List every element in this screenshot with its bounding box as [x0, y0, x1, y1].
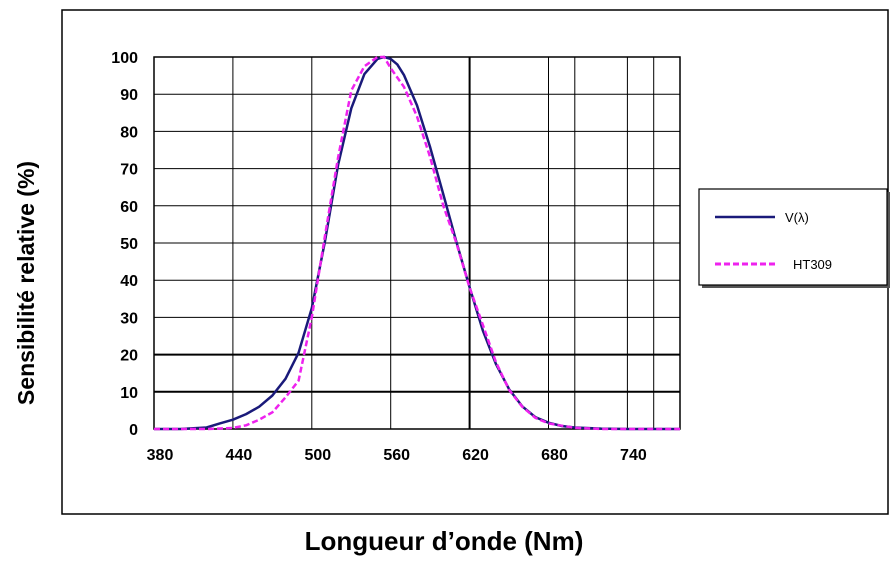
y-tick-label: 20	[120, 348, 138, 365]
grid	[154, 57, 680, 429]
legend-label-ht309: HT309	[793, 257, 832, 272]
legend-label-v-lambda: V(λ)	[785, 210, 809, 225]
x-tick-label: 380	[147, 447, 174, 464]
y-tick-labels: 0 10 20 30 40 50 60 70 80 90 100	[111, 50, 138, 439]
series-layer	[154, 55, 680, 431]
y-tick-label: 100	[111, 50, 138, 67]
x-tick-label: 500	[304, 447, 331, 464]
y-tick-label: 80	[120, 124, 138, 141]
y-axis-title: Sensibilité relative (%)	[13, 161, 39, 405]
y-tick-label: 50	[120, 236, 138, 253]
y-tick-label: 70	[120, 162, 138, 179]
series-line-v-lambda	[154, 55, 680, 431]
x-axis-title: Longueur d’onde (Nm)	[305, 526, 584, 556]
x-tick-label: 440	[226, 447, 253, 464]
x-tick-label: 560	[383, 447, 410, 464]
x-tick-labels: 380 440 500 560 620 680 740	[147, 447, 647, 464]
y-tick-label: 0	[129, 422, 138, 439]
y-tick-label: 30	[120, 310, 138, 327]
legend: V(λ) HT309	[698, 188, 890, 288]
y-tick-label: 90	[120, 87, 138, 104]
y-tick-label: 10	[120, 385, 138, 402]
series-line-ht309	[154, 55, 680, 431]
x-tick-label: 740	[620, 447, 647, 464]
x-tick-label: 680	[541, 447, 568, 464]
x-tick-label: 620	[462, 447, 489, 464]
y-tick-label: 60	[120, 199, 138, 216]
y-tick-label: 40	[120, 273, 138, 290]
legend-box	[698, 188, 888, 286]
